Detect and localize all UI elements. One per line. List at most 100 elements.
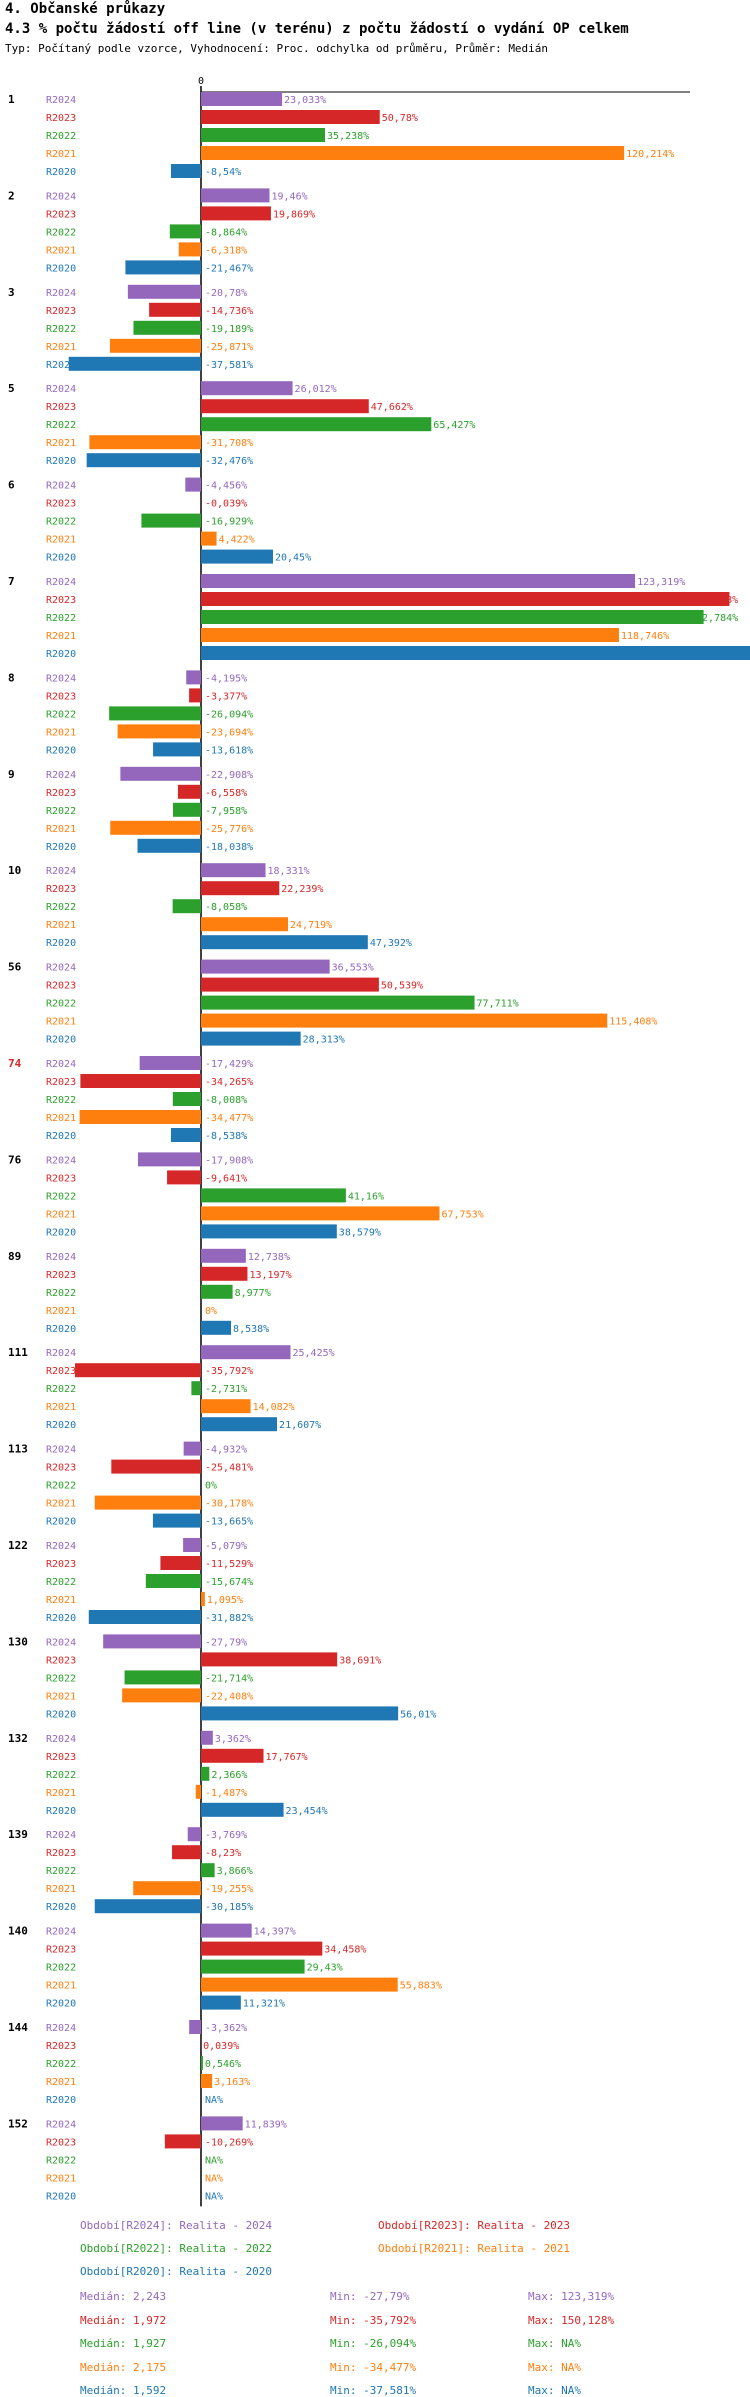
category-label: 140 <box>8 1925 28 1938</box>
bar <box>201 1978 398 1992</box>
legend-median: Medián: 1,592 <box>80 2384 166 2397</box>
data-label: -3,377% <box>205 691 247 702</box>
data-label: -8,538% <box>205 1131 247 1142</box>
bar <box>133 321 201 335</box>
bar <box>189 688 201 702</box>
series-label: R2024 <box>46 1830 76 1841</box>
bar <box>201 381 293 395</box>
data-label: 14,397% <box>254 1927 296 1938</box>
series-label: R2021 <box>46 727 76 738</box>
data-label: -6,318% <box>205 245 247 256</box>
data-label: -19,255% <box>205 1884 253 1895</box>
data-label: 41,16% <box>348 1191 384 1202</box>
series-label: R2020 <box>46 1613 76 1624</box>
data-label: 123,319% <box>637 577 685 588</box>
series-label: R2023 <box>46 788 76 799</box>
series-label: R2023 <box>46 2137 76 2148</box>
data-label: -13,618% <box>205 745 253 756</box>
bar <box>201 1960 305 1974</box>
data-label: 8,977% <box>235 1288 271 1299</box>
bar <box>201 1803 284 1817</box>
series-label: R2022 <box>46 1866 76 1877</box>
bar <box>110 821 201 835</box>
bar <box>170 224 201 238</box>
bar <box>201 1592 205 1606</box>
series-label: R2022 <box>46 1481 76 1492</box>
bar <box>69 357 201 371</box>
data-label: -8,008% <box>205 1095 247 1106</box>
data-label: 67,753% <box>441 1209 483 1220</box>
data-label: 29,43% <box>307 1963 343 1974</box>
bar <box>140 1056 201 1070</box>
bar <box>201 1032 301 1046</box>
series-label: R2023 <box>46 1270 76 1281</box>
series-label: R2021 <box>46 1306 76 1317</box>
bar <box>95 1899 201 1913</box>
data-label: -34,477% <box>205 1113 253 1124</box>
data-label: 50,78% <box>382 113 418 124</box>
bar <box>184 1442 201 1456</box>
series-label: R2023 <box>46 1463 76 1474</box>
series-label: R2023 <box>46 2041 76 2052</box>
data-label: NA% <box>205 2191 223 2202</box>
category-label: 130 <box>8 1635 28 1648</box>
data-label: -22,908% <box>205 770 253 781</box>
data-label: -32,476% <box>205 456 253 467</box>
data-label: 35,238% <box>327 131 369 142</box>
bar <box>201 863 266 877</box>
series-label: R2022 <box>46 806 76 817</box>
data-label: 11,321% <box>243 1999 285 2010</box>
bar <box>201 574 635 588</box>
series-label: R2024 <box>46 1348 76 1359</box>
category-label: 8 <box>8 671 15 684</box>
series-label: R2023 <box>46 595 76 606</box>
bar <box>179 242 201 256</box>
bar <box>201 1767 209 1781</box>
series-label: R2023 <box>46 1173 76 1184</box>
series-label: R2022 <box>46 613 76 624</box>
series-label: R2023 <box>46 884 76 895</box>
data-label: 13,197% <box>249 1270 291 1281</box>
series-label: R2022 <box>46 709 76 720</box>
data-label: 118,746% <box>621 631 669 642</box>
data-label: 55,883% <box>400 1981 442 1992</box>
bar <box>80 1074 201 1088</box>
bar <box>172 1845 201 1859</box>
data-label: -6,558% <box>205 788 247 799</box>
category-label: 5 <box>8 382 15 395</box>
series-label: R2020 <box>46 167 76 178</box>
series-label: R2024 <box>46 963 76 974</box>
data-label: 11,839% <box>245 2119 287 2130</box>
data-label: -25,776% <box>205 824 253 835</box>
series-label: R2020 <box>46 1324 76 1335</box>
data-label: 0% <box>205 1481 217 1492</box>
bar <box>201 1652 337 1666</box>
series-label: R2024 <box>46 2023 76 2034</box>
bar <box>201 628 619 642</box>
series-label: R2024 <box>46 866 76 877</box>
series-label: R2020 <box>46 1227 76 1238</box>
series-label: R2022 <box>46 1577 76 1588</box>
data-label: -8,058% <box>205 902 247 913</box>
bar <box>201 2116 243 2130</box>
series-label: R2021 <box>46 535 76 546</box>
bar <box>201 1924 252 1938</box>
bar <box>201 1188 346 1202</box>
bar <box>201 1224 337 1238</box>
series-label: R2020 <box>46 1999 76 2010</box>
data-label: -2,731% <box>205 1384 247 1395</box>
data-label: -37,581% <box>205 360 253 371</box>
bar <box>128 285 201 299</box>
series-label: R2021 <box>46 824 76 835</box>
series-label: R2020 <box>46 1517 76 1528</box>
series-label: R2022 <box>46 1770 76 1781</box>
data-label: 0,039% <box>203 2041 239 2052</box>
data-label: 22,239% <box>281 884 323 895</box>
category-label: 9 <box>8 768 15 781</box>
data-label: 20,45% <box>275 553 311 564</box>
data-label: -16,929% <box>205 517 253 528</box>
data-label: -25,871% <box>205 342 253 353</box>
series-label: R2021 <box>46 1691 76 1702</box>
bar <box>173 1092 201 1106</box>
series-label: R2020 <box>46 842 76 853</box>
